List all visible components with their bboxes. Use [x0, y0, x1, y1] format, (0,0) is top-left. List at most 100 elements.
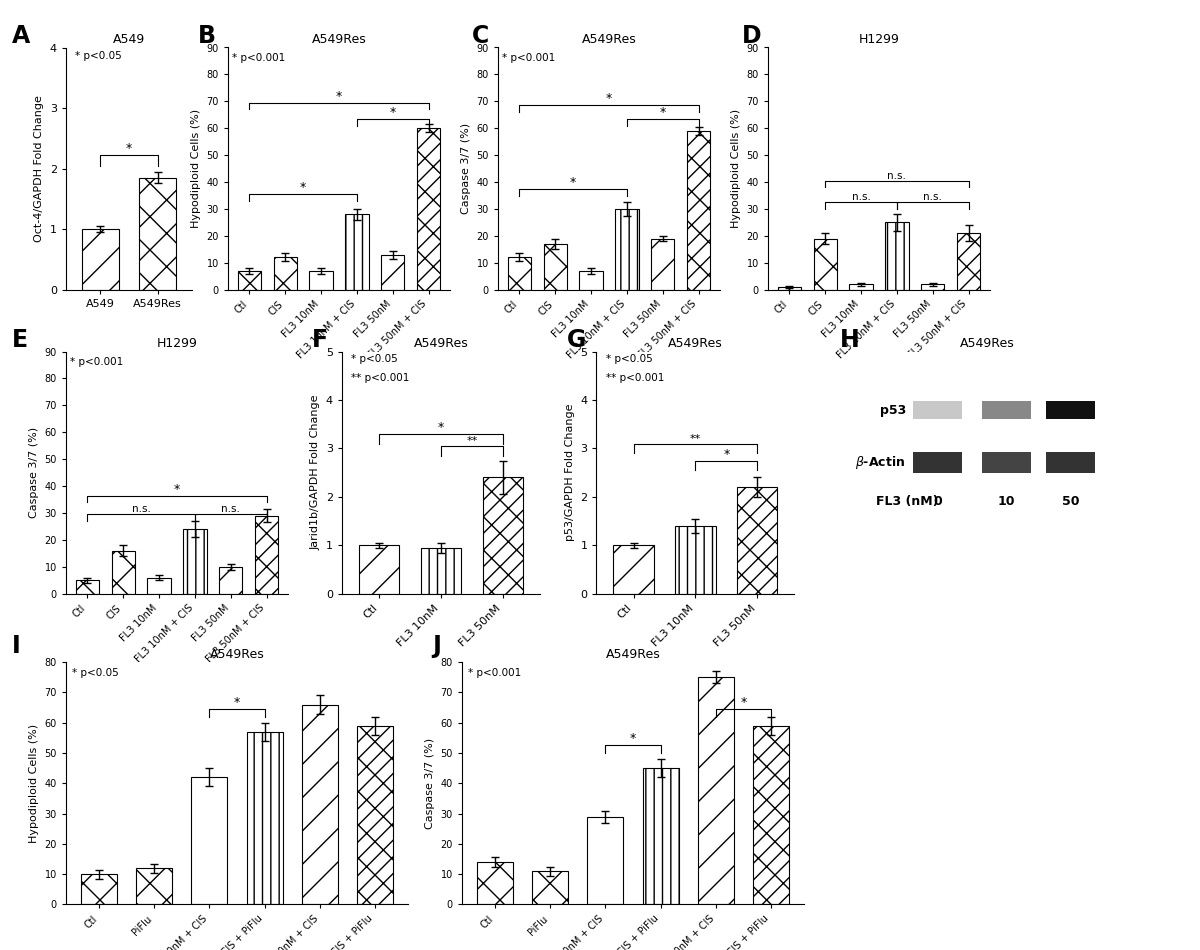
Bar: [698, 677, 733, 904]
Bar: [1046, 452, 1096, 473]
Bar: [686, 131, 710, 290]
Bar: [382, 255, 404, 290]
Text: * p<0.05: * p<0.05: [606, 354, 653, 364]
Title: A549Res: A549Res: [606, 648, 660, 661]
Bar: [302, 705, 337, 904]
Title: A549: A549: [113, 33, 145, 47]
Text: C: C: [472, 24, 488, 48]
Text: ** p<0.001: ** p<0.001: [606, 373, 664, 383]
Text: *: *: [390, 105, 396, 119]
Text: * p<0.001: * p<0.001: [70, 357, 122, 367]
Title: A549Res: A549Res: [210, 648, 264, 661]
Text: n.s.: n.s.: [888, 171, 906, 180]
Bar: [139, 178, 176, 290]
Bar: [137, 868, 172, 904]
Text: *: *: [174, 483, 180, 496]
Text: * p<0.05: * p<0.05: [352, 354, 398, 364]
Text: E: E: [12, 328, 28, 352]
Text: n.s.: n.s.: [132, 504, 151, 514]
Text: n.s.: n.s.: [923, 192, 942, 202]
Bar: [184, 529, 206, 594]
Text: *: *: [660, 105, 666, 119]
Text: F: F: [312, 328, 328, 352]
Bar: [814, 238, 836, 290]
Bar: [416, 128, 440, 290]
Bar: [913, 452, 962, 473]
Text: **: **: [690, 433, 701, 444]
Text: B: B: [198, 24, 216, 48]
Bar: [192, 777, 227, 904]
Title: A549Res: A549Res: [312, 33, 366, 47]
Title: A549Res: A549Res: [668, 337, 722, 351]
Bar: [778, 287, 802, 290]
Y-axis label: Hypodiploid Cells (%): Hypodiploid Cells (%): [191, 109, 202, 228]
Text: 0: 0: [934, 495, 942, 508]
Bar: [580, 271, 602, 290]
Y-axis label: p53/GAPDH Fold Change: p53/GAPDH Fold Change: [565, 404, 575, 542]
Bar: [346, 215, 368, 290]
Bar: [652, 238, 674, 290]
Bar: [613, 545, 654, 594]
Bar: [76, 580, 100, 594]
Bar: [588, 817, 623, 904]
Text: FL3 (nM): FL3 (nM): [876, 495, 938, 508]
Title: A549Res: A549Res: [960, 337, 1014, 351]
Text: I: I: [12, 634, 20, 657]
Text: * p<0.001: * p<0.001: [232, 53, 284, 63]
Text: *: *: [336, 89, 342, 103]
Text: G: G: [566, 328, 586, 352]
Bar: [850, 284, 872, 290]
Bar: [886, 222, 908, 290]
Bar: [913, 401, 962, 419]
Bar: [421, 548, 461, 594]
Text: *: *: [606, 92, 612, 105]
Text: H: H: [840, 328, 859, 352]
Bar: [533, 871, 568, 904]
Text: 10: 10: [998, 495, 1015, 508]
Text: *: *: [300, 181, 306, 194]
Text: ** p<0.001: ** p<0.001: [352, 373, 409, 383]
Title: H1299: H1299: [156, 337, 198, 351]
Text: *: *: [740, 696, 746, 709]
Text: * p<0.05: * p<0.05: [72, 668, 119, 678]
Bar: [956, 234, 980, 290]
Y-axis label: Hypodiploid Cells (%): Hypodiploid Cells (%): [29, 724, 40, 843]
Bar: [544, 244, 566, 290]
Bar: [356, 726, 392, 904]
Text: A: A: [12, 24, 30, 48]
Y-axis label: Hypodiploid Cells (%): Hypodiploid Cells (%): [731, 109, 742, 228]
Bar: [82, 874, 118, 904]
Y-axis label: Caspase 3/7 (%): Caspase 3/7 (%): [29, 428, 40, 518]
Y-axis label: Caspase 3/7 (%): Caspase 3/7 (%): [461, 124, 472, 214]
Bar: [82, 229, 119, 290]
Text: * p<0.001: * p<0.001: [502, 53, 554, 63]
Text: D: D: [742, 24, 761, 48]
Bar: [274, 257, 296, 290]
Text: *: *: [630, 732, 636, 746]
Y-axis label: Oct-4/GAPDH Fold Change: Oct-4/GAPDH Fold Change: [35, 95, 44, 242]
Text: **: **: [467, 436, 478, 446]
Bar: [359, 545, 400, 594]
Bar: [247, 732, 282, 904]
Text: p53: p53: [880, 404, 906, 417]
Bar: [643, 769, 678, 904]
Text: 50: 50: [1062, 495, 1079, 508]
Bar: [737, 487, 778, 594]
Bar: [676, 526, 715, 594]
Title: A549Res: A549Res: [582, 33, 636, 47]
Bar: [310, 271, 332, 290]
Bar: [508, 257, 532, 290]
Text: *: *: [438, 421, 444, 434]
Bar: [982, 452, 1031, 473]
Bar: [922, 284, 944, 290]
Bar: [148, 578, 170, 594]
Text: n.s.: n.s.: [221, 504, 240, 514]
Bar: [254, 516, 278, 594]
Title: A549Res: A549Res: [414, 337, 468, 351]
Text: *: *: [234, 696, 240, 709]
Bar: [220, 567, 242, 594]
Bar: [482, 478, 523, 594]
Bar: [982, 401, 1031, 419]
Bar: [112, 551, 134, 594]
Text: n.s.: n.s.: [852, 192, 870, 202]
